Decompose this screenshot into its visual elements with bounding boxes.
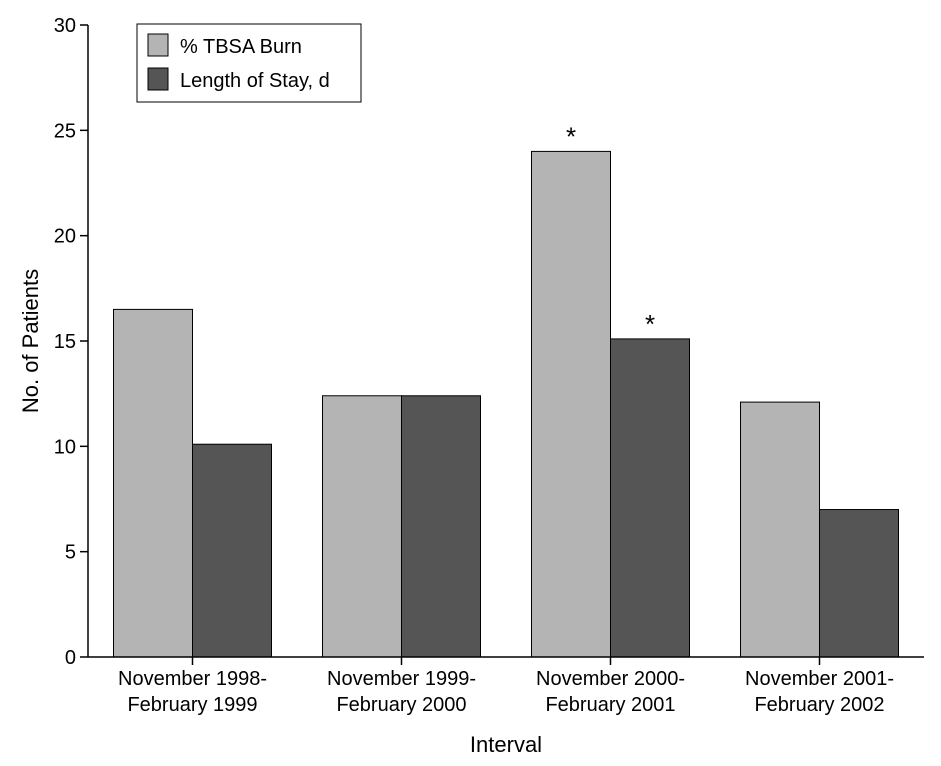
bars-group — [113, 150, 899, 658]
legend-swatch-tbsa — [147, 33, 169, 57]
bar-length-of-stay — [819, 509, 899, 658]
y-tick-label: 20 — [54, 226, 76, 248]
significance-marker: * — [566, 121, 576, 151]
legend-swatch-length-of-stay — [147, 67, 169, 91]
bar-tbsa — [740, 401, 820, 658]
x-tick-label: November 2000-February 2001 — [536, 668, 685, 716]
bar-tbsa — [113, 308, 193, 658]
bar-length-of-stay — [401, 395, 481, 658]
bar-length-of-stay — [192, 443, 272, 658]
legend-label-length-of-stay: Length of Stay, d — [180, 70, 330, 92]
y-tick-label: 10 — [54, 436, 76, 458]
y-tick-label: 25 — [54, 120, 76, 142]
y-axis-title: No. of Patients — [18, 269, 43, 413]
x-tick-label: November 2001-February 2002 — [745, 668, 894, 716]
x-tick-label: November 1998-February 1999 — [118, 668, 267, 716]
y-ticks-group: 0 5 10 15 20 25 30 — [54, 15, 88, 669]
y-tick-label: 0 — [65, 647, 76, 669]
significance-markers-group: ** — [566, 121, 655, 338]
legend-box — [136, 23, 362, 103]
significance-marker: * — [645, 309, 655, 339]
bar-length-of-stay — [610, 338, 690, 658]
legend: % TBSA Burn Length of Stay, d — [136, 23, 362, 103]
y-tick-label: 5 — [65, 542, 76, 564]
bar-tbsa — [531, 150, 611, 658]
bar-tbsa — [322, 395, 402, 658]
x-axis-title: Interval — [470, 732, 542, 757]
legend-label-tbsa: % TBSA Burn — [180, 36, 302, 58]
x-tick-labels-group: November 1998-February 1999 November 1999… — [118, 657, 894, 716]
y-tick-label: 30 — [54, 15, 76, 37]
y-tick-label: 15 — [54, 331, 76, 353]
x-tick-label: November 1999-February 2000 — [327, 668, 476, 716]
